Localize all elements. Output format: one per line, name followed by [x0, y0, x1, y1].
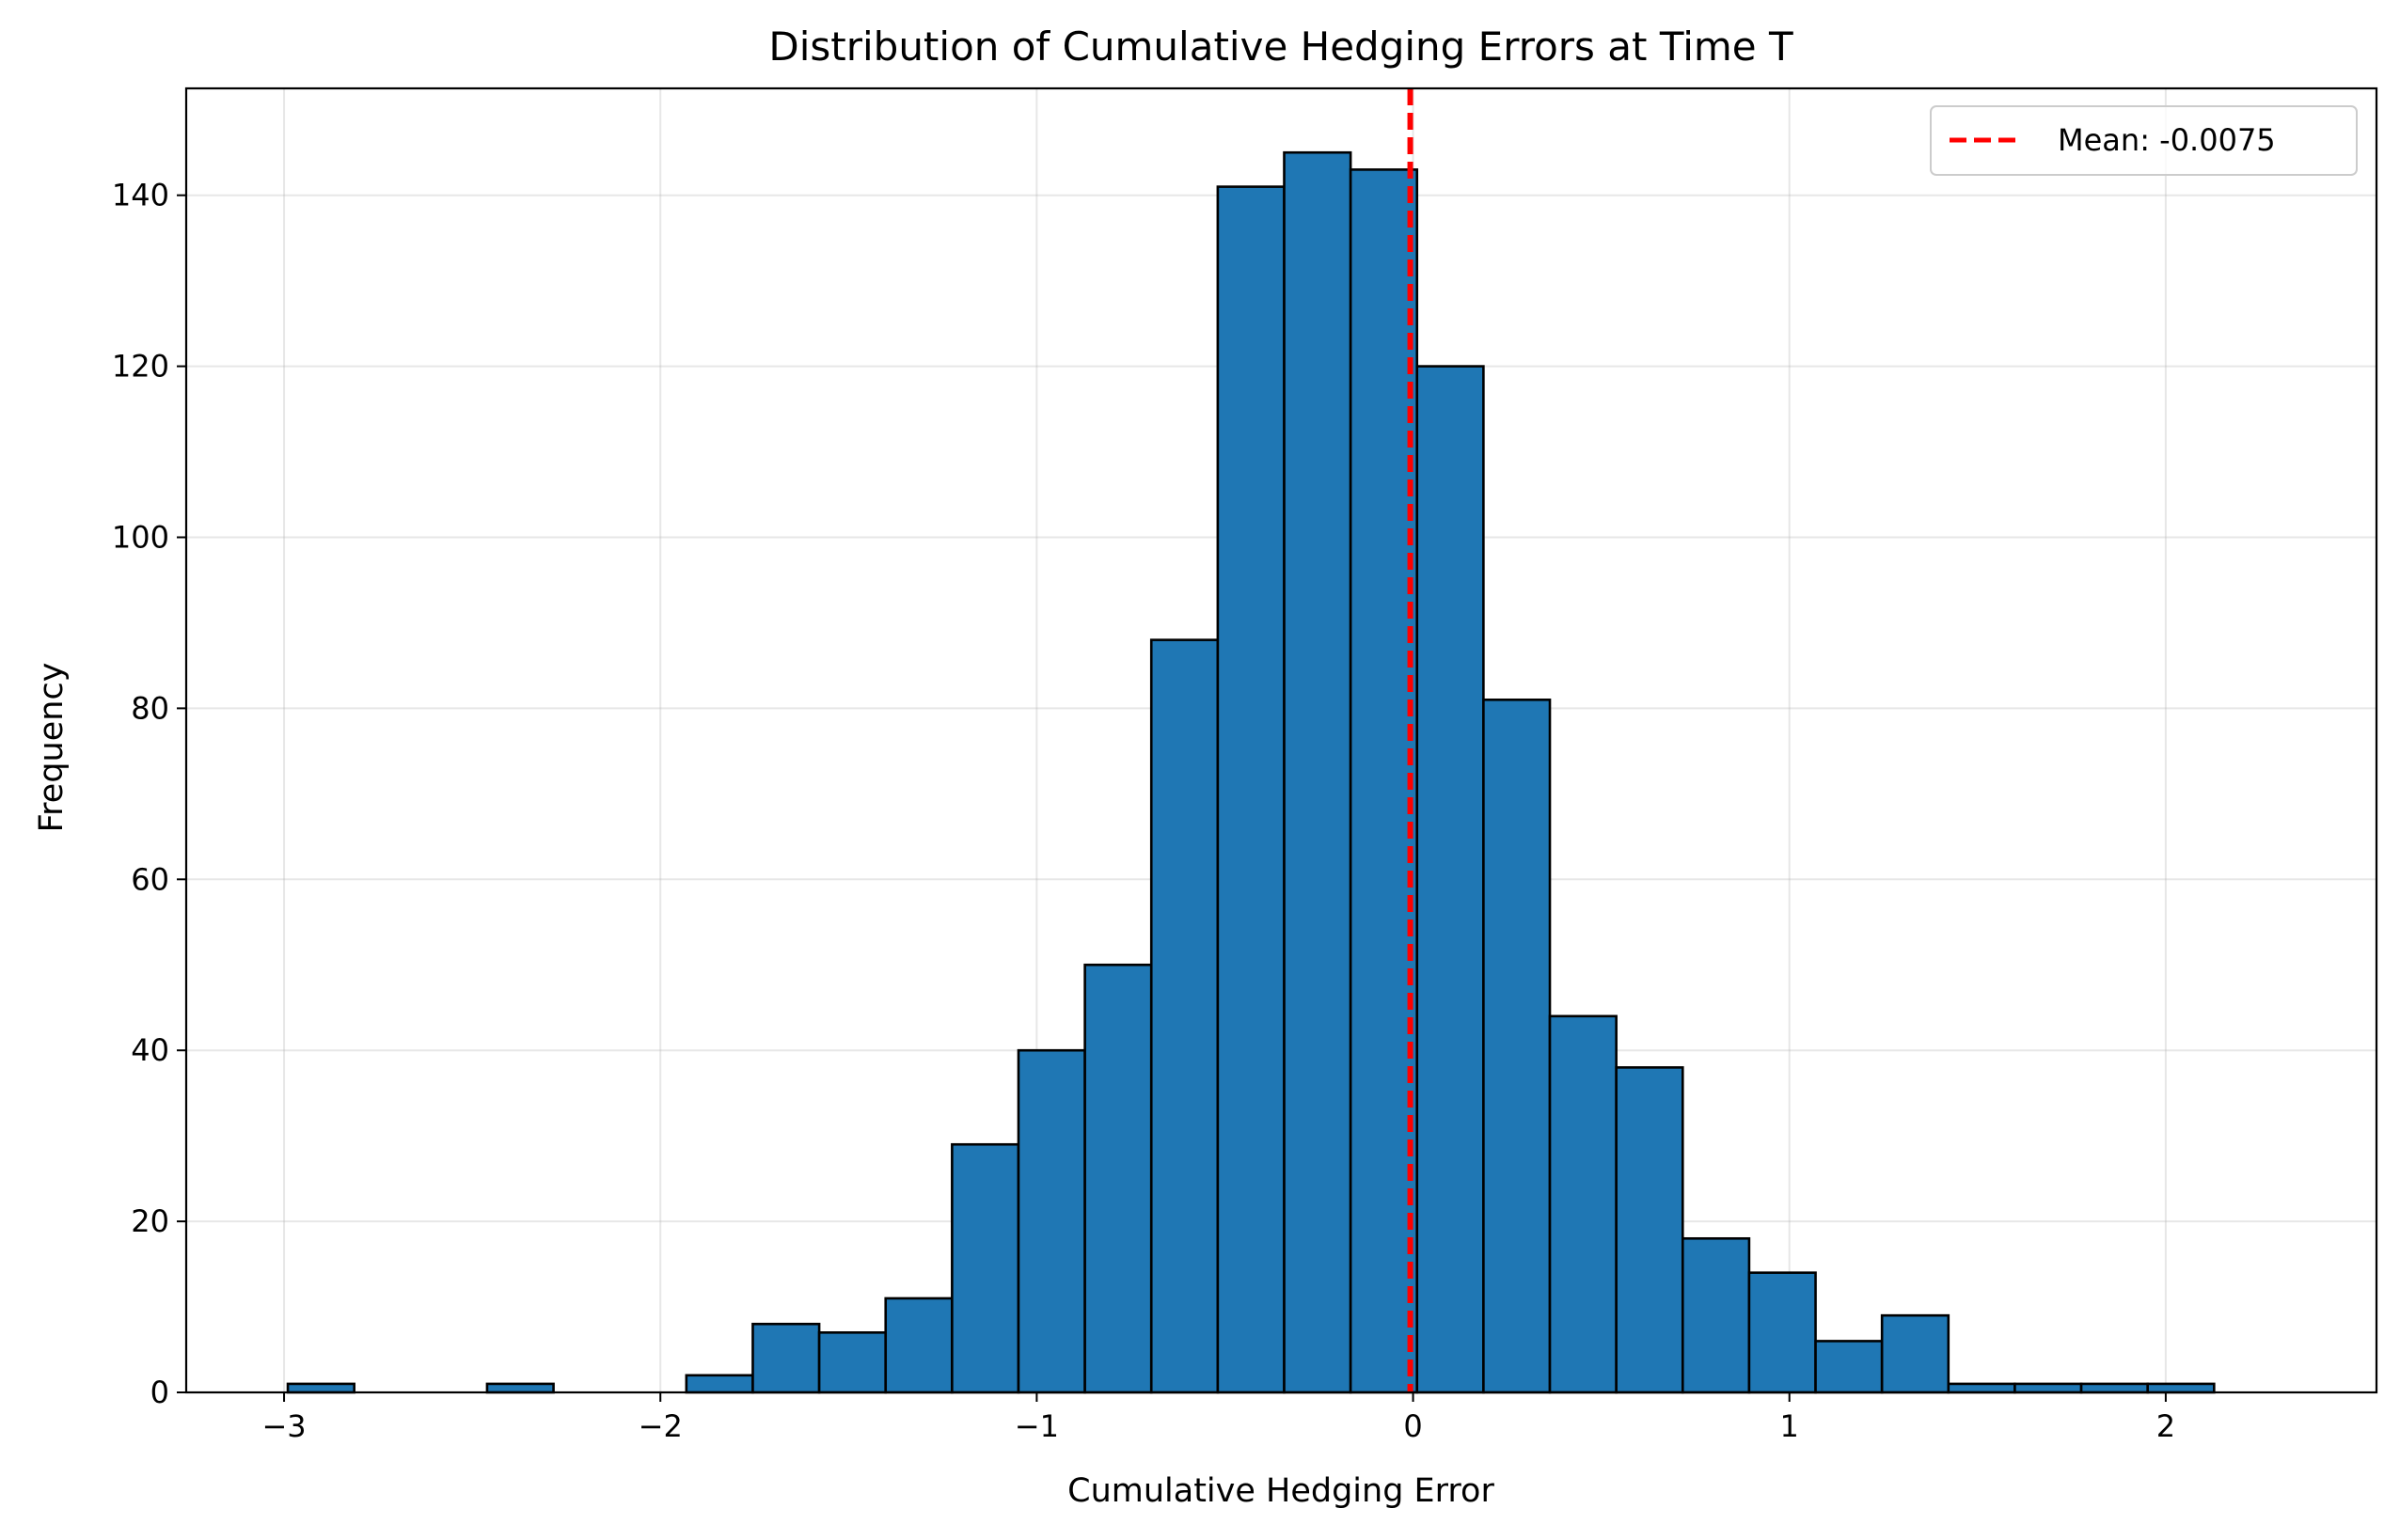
- histogram-bar: [1615, 1066, 1684, 1394]
- histogram-bar: [1747, 1271, 1817, 1394]
- histogram-bar: [751, 1322, 821, 1394]
- histogram-bar: [1349, 168, 1419, 1394]
- histogram-bar: [2146, 1382, 2216, 1394]
- y-tick-label: 120: [112, 349, 169, 385]
- x-tick-label: −2: [639, 1408, 683, 1444]
- histogram-bars: [286, 150, 2216, 1394]
- y-tick-label: 20: [131, 1203, 169, 1239]
- histogram-bar: [1880, 1313, 1950, 1394]
- histogram-bar: [884, 1296, 954, 1394]
- y-axis-label: Frequency: [33, 663, 71, 833]
- histogram-bar: [951, 1142, 1020, 1394]
- x-tick-label: −1: [1015, 1408, 1059, 1444]
- y-axis-ticks: 0 20 40 60 80 100 120 140: [112, 178, 186, 1410]
- x-tick-label: 0: [1403, 1408, 1422, 1444]
- x-axis-ticks: −3 −2 −1 0 1 2: [261, 1392, 2175, 1444]
- x-axis-label: Cumulative Hedging Error: [1067, 1472, 1494, 1510]
- y-tick-label: 140: [112, 178, 169, 213]
- histogram-bar: [1216, 185, 1286, 1394]
- histogram-bar: [1947, 1382, 2016, 1394]
- y-tick-label: 0: [150, 1375, 169, 1410]
- plot-frame: [184, 86, 2378, 1394]
- histogram-bar: [1149, 638, 1220, 1394]
- histogram-bar: [1017, 1048, 1086, 1394]
- histogram-bar: [2079, 1382, 2149, 1394]
- histogram-bar: [1681, 1236, 1751, 1394]
- histogram-bar: [1548, 1014, 1618, 1394]
- y-tick-label: 100: [112, 519, 169, 555]
- histogram-bar: [1814, 1340, 1884, 1394]
- histogram-bar: [685, 1374, 754, 1394]
- y-tick-label: 60: [131, 861, 169, 897]
- histogram-bar: [485, 1382, 555, 1394]
- histogram-bar: [1083, 963, 1153, 1394]
- histogram-bar: [1482, 698, 1552, 1394]
- y-tick-label: 40: [131, 1032, 169, 1068]
- chart-title: Distribution of Cumulative Hedging Error…: [768, 24, 1793, 70]
- legend: Mean: -0.0075: [1930, 105, 2358, 176]
- histogram-bar: [2013, 1382, 2083, 1394]
- histogram-bar: [817, 1331, 888, 1394]
- x-tick-label: 2: [2156, 1408, 2175, 1444]
- histogram-bar: [286, 1382, 355, 1394]
- x-tick-label: −3: [261, 1408, 306, 1444]
- x-tick-label: 1: [1780, 1408, 1799, 1444]
- legend-box: [1930, 105, 2358, 176]
- y-tick-label: 80: [131, 690, 169, 726]
- legend-mean-label: Mean: -0.0075: [2058, 122, 2276, 158]
- histogram-bar: [1283, 150, 1352, 1394]
- histogram-bar: [1415, 365, 1485, 1394]
